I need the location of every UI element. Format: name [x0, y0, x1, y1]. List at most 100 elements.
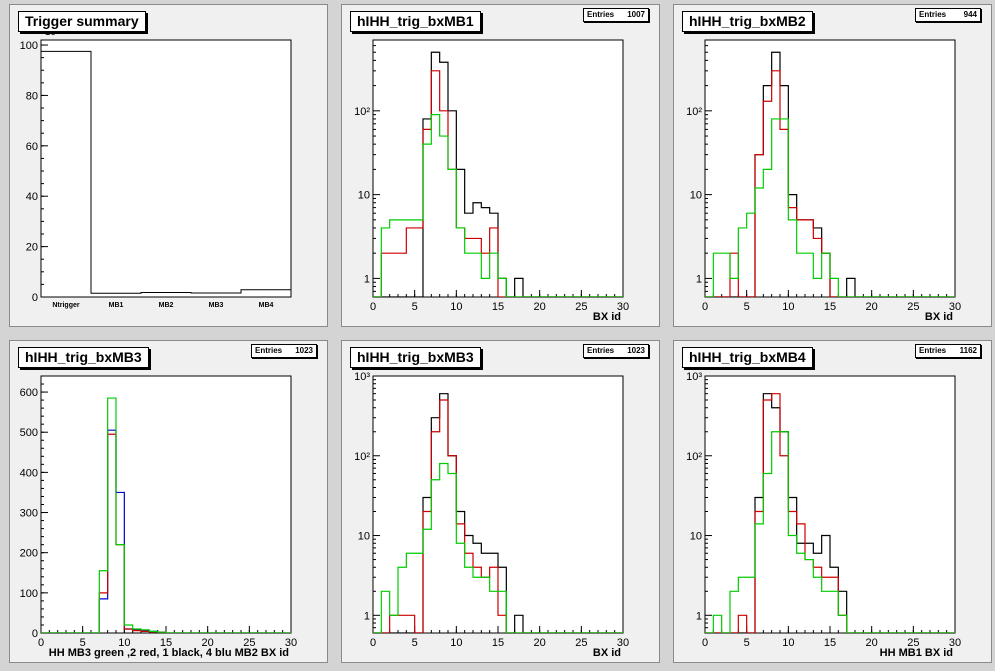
- y-tick-label: 10: [358, 190, 370, 202]
- stats-value: 1007: [627, 10, 645, 19]
- stats-value: 1023: [627, 346, 645, 355]
- stats-box: Entries 1023: [251, 344, 317, 358]
- bar-outline: [40, 50, 292, 297]
- stats-label: Entries: [919, 10, 947, 19]
- plot-frame: [40, 375, 292, 634]
- category-label: MB2: [159, 302, 174, 309]
- pad-bxmb4: 0 5 10 15 20 25 30 1 10 10² 10³ hIHH_trig_bxMB4 En…: [673, 340, 992, 663]
- y-tick-label: 10: [358, 531, 370, 543]
- pad-bxmb3-log: 0 5 10 15 20 25 30 1 10 10² 10³ hIHH_trig_bxMB3 En…: [341, 340, 660, 663]
- x-axis-title: HH MB3 green ,2 red, 1 black, 4 blu MB2 …: [48, 647, 289, 659]
- y-tick-label: 1: [364, 610, 370, 622]
- y-tick-label: 500: [20, 427, 38, 439]
- pad-title: hIHH_trig_bxMB4: [682, 347, 813, 368]
- pad-title: hIHH_trig_bxMB3: [18, 347, 149, 368]
- histogram-series-1: [373, 399, 623, 633]
- stats-value: 944: [963, 10, 977, 19]
- y-tick-label: 400: [20, 467, 38, 479]
- histogram-series-0: [373, 393, 623, 633]
- y-exponent-label: ×10³: [39, 27, 60, 38]
- x-tick-label: 20: [866, 637, 878, 649]
- x-tick-label: 20: [866, 301, 878, 313]
- x-tick-label: 5: [80, 637, 86, 649]
- stats-label: Entries: [919, 346, 947, 355]
- x-tick-label: 0: [702, 301, 708, 313]
- y-tick-label: 100: [20, 588, 38, 600]
- y-tick-label: 10: [690, 531, 702, 543]
- y-tick-label: 0: [32, 628, 38, 640]
- x-tick-label: 10: [450, 637, 462, 649]
- plot-svg: 0 5 10 15 20 25 30 1 10 10² 10³: [686, 371, 961, 649]
- x-tick-label: 0: [370, 637, 376, 649]
- histogram-series-2: [373, 114, 623, 297]
- histogram-series-1: [373, 70, 623, 297]
- x-tick-label: 0: [370, 301, 376, 313]
- x-axis-title: HH MB1 BX id: [879, 647, 953, 659]
- x-tick-label: 25: [575, 301, 587, 313]
- x-tick-label: 30: [949, 301, 961, 313]
- histogram-series-0: [373, 51, 623, 297]
- pad-title: hIHH_trig_bxMB2: [682, 11, 813, 32]
- y-tick-label: 10²: [354, 451, 370, 463]
- y-tick-label: 80: [26, 90, 38, 102]
- y-tick-label: 10: [690, 190, 702, 202]
- plot-frame: [40, 39, 292, 298]
- pad-trigger-summary: Ntrigger MB1 MB2 MB3 MB4 0 20 40 60 80 100 ×10³ Tri…: [9, 4, 328, 327]
- y-tick-label: 10³: [686, 371, 702, 383]
- x-tick-label: 5: [412, 301, 418, 313]
- x-axis-title: BX id: [924, 311, 953, 323]
- x-tick-label: 25: [907, 301, 919, 313]
- x-tick-label: 25: [243, 637, 255, 649]
- category-label: MB4: [259, 302, 274, 309]
- plot-svg: 0 5 10 15 20 25 30 1 10 10² 10³: [354, 371, 629, 649]
- x-axis-title: BX id: [592, 311, 621, 323]
- y-tick-label: 20: [26, 242, 38, 254]
- x-tick-label: 10: [782, 301, 794, 313]
- x-tick-label: 10: [450, 301, 462, 313]
- x-tick-label: 10: [782, 637, 794, 649]
- y-tick-label: 40: [26, 191, 38, 203]
- x-tick-label: 20: [534, 301, 546, 313]
- histogram-series-2: [705, 118, 955, 297]
- y-tick-label: 300: [20, 508, 38, 520]
- histogram-series-1: [705, 70, 955, 297]
- x-tick-label: 5: [744, 301, 750, 313]
- y-tick-label: 200: [20, 548, 38, 560]
- category-label: Ntrigger: [52, 302, 80, 309]
- y-tick-label: 100: [20, 40, 38, 52]
- plot-svg: 0 5 10 15 20 25 30 1 10 10²: [686, 39, 961, 313]
- stats-value: 1023: [295, 346, 313, 355]
- pad-bxmb2: 0 5 10 15 20 25 30 1 10 10² hIHH_trig_bxMB2 Entri…: [673, 4, 992, 327]
- histogram-series-2: [41, 397, 291, 633]
- x-tick-label: 0: [702, 637, 708, 649]
- x-tick-label: 25: [907, 637, 919, 649]
- x-tick-label: 30: [285, 637, 297, 649]
- x-tick-label: 15: [160, 637, 172, 649]
- y-tick-label: 600: [20, 387, 38, 399]
- x-tick-label: 25: [575, 637, 587, 649]
- stats-box: Entries 1162: [915, 344, 981, 358]
- x-axis-title: BX id: [592, 647, 621, 659]
- category-label: MB3: [209, 302, 224, 309]
- histogram-series-2: [373, 462, 623, 633]
- x-tick-label: 15: [492, 301, 504, 313]
- x-tick-label: 30: [949, 637, 961, 649]
- pad-bxmb3-linear: 0 5 10 15 20 25 30 0 100 200 300 400 500 600 hIHH_tri…: [9, 340, 328, 663]
- x-tick-label: 15: [492, 637, 504, 649]
- x-tick-label: 30: [617, 637, 629, 649]
- y-tick-label: 60: [26, 141, 38, 153]
- x-tick-label: 5: [412, 637, 418, 649]
- histogram-series-2: [705, 431, 955, 633]
- x-tick-label: 5: [744, 637, 750, 649]
- stats-box: Entries 944: [915, 8, 981, 22]
- stats-label: Entries: [255, 346, 283, 355]
- stats-value: 1162: [959, 346, 977, 355]
- x-tick-label: 10: [118, 637, 130, 649]
- y-tick-label: 1: [364, 273, 370, 285]
- y-tick-label: 10²: [686, 106, 702, 118]
- x-tick-label: 20: [534, 637, 546, 649]
- plot-frame: [704, 375, 956, 634]
- y-tick-label: 0: [32, 292, 38, 304]
- x-tick-label: 0: [38, 637, 44, 649]
